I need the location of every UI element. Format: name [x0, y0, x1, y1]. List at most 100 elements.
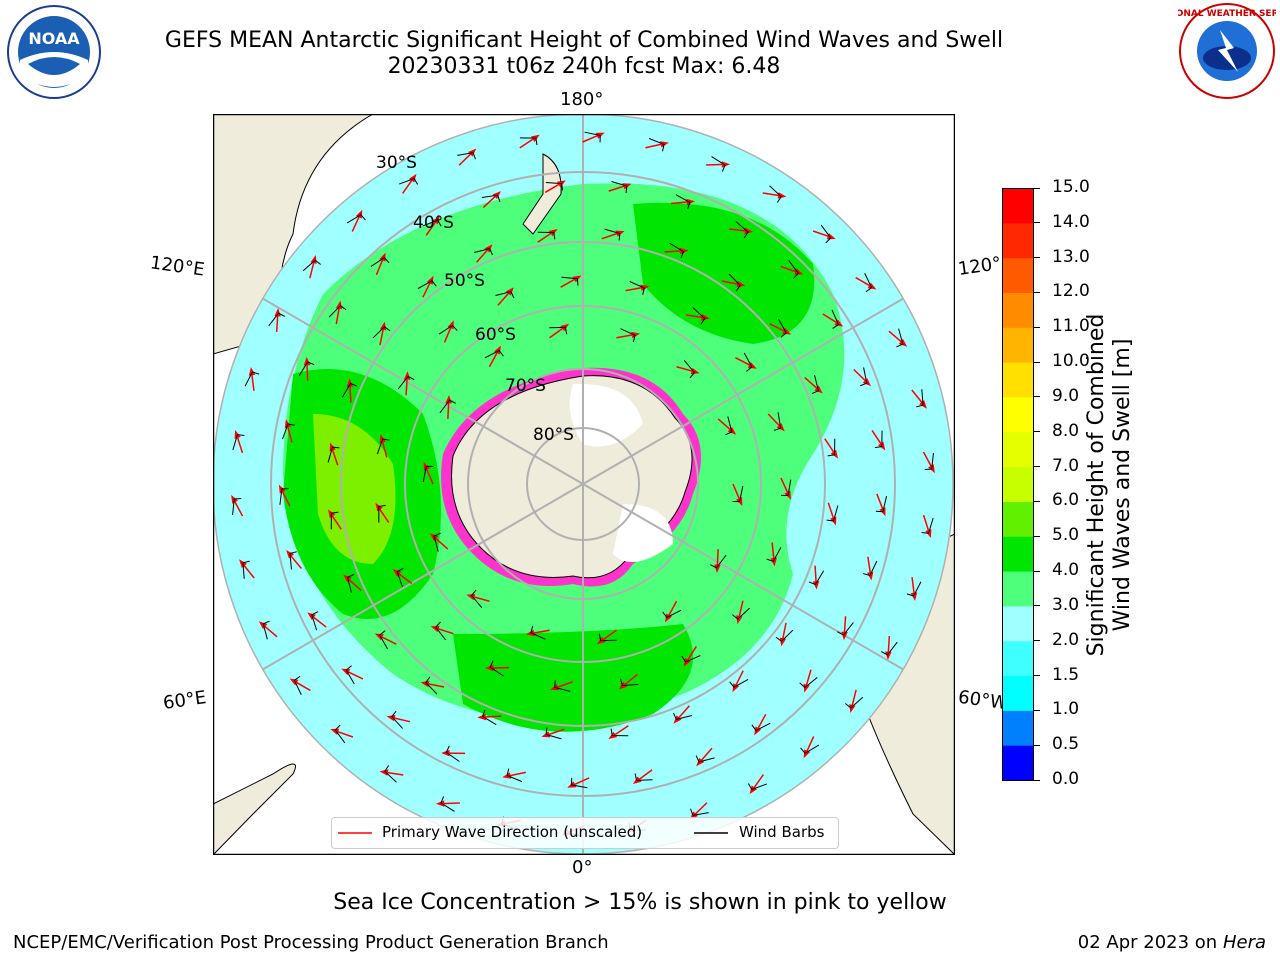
- colorbar-tick-mark: [1034, 675, 1040, 677]
- wind-barb: [710, 554, 727, 569]
- wave-arrow: [262, 624, 278, 638]
- graticule: [213, 114, 953, 854]
- wind-barb: [489, 660, 504, 677]
- wave-arrow-head: [680, 247, 689, 255]
- colorbar-tick-label: 3.0: [1052, 594, 1080, 615]
- wind-barb: [845, 696, 864, 709]
- wave-arrow: [572, 777, 590, 786]
- wind-barb: [773, 412, 782, 431]
- wave-arrow: [667, 600, 678, 618]
- legend-barb-label: Wind Barbs: [739, 823, 825, 841]
- wave-arrow-head: [867, 282, 877, 290]
- wind-barb: [831, 309, 840, 329]
- wave-arrow: [242, 563, 255, 579]
- wind-barb: [732, 485, 744, 503]
- wave-arrow-head: [803, 683, 810, 693]
- wave-arrow: [447, 400, 450, 419]
- wave-arrow: [335, 730, 354, 738]
- wind-barb: [620, 678, 639, 687]
- wave-arrow: [330, 513, 342, 530]
- wave-arrow-head: [409, 173, 417, 183]
- colorbar-tick-mark: [1034, 431, 1040, 433]
- wave-arrow-head: [274, 307, 281, 317]
- wave-arrow: [375, 257, 384, 276]
- wave-arrow: [458, 152, 473, 166]
- wave-arrow: [537, 231, 554, 243]
- colorbar-segment: [1002, 188, 1034, 224]
- wave-arrow: [625, 286, 644, 292]
- wind-barb: [766, 547, 782, 562]
- colorbar-tick-label: 14.0: [1052, 211, 1090, 232]
- wave-height-map: [213, 114, 955, 855]
- wind-barb: [561, 276, 579, 286]
- wind-barb: [860, 367, 868, 387]
- wind-barb: [924, 453, 934, 470]
- colorbar-segment: [1002, 327, 1034, 363]
- wave-arrow-head: [777, 192, 787, 199]
- wave-arrow-head: [403, 371, 411, 380]
- wind-barb: [334, 724, 346, 744]
- footer-date: 02 Apr 2023 on Hera: [1077, 932, 1266, 953]
- wave-arrow-head: [683, 657, 691, 667]
- wave-arrow-head: [885, 651, 892, 661]
- colorbar-segment: [1002, 466, 1034, 502]
- wave-arrow: [331, 447, 339, 466]
- colorbar-tick-label: 0.0: [1052, 769, 1080, 789]
- wind-barb: [725, 416, 733, 436]
- wind-barb: [827, 438, 836, 457]
- wave-arrow: [425, 467, 434, 485]
- wave-arrow: [769, 323, 787, 333]
- wind-barb: [346, 214, 366, 224]
- wave-arrow-head: [346, 378, 354, 387]
- wave-arrow: [280, 489, 291, 507]
- wind-barb: [863, 560, 878, 577]
- wind-barb: [620, 328, 636, 343]
- wind-barb: [634, 773, 653, 781]
- wave-arrow: [612, 725, 629, 737]
- colorbar-segment: [1002, 257, 1034, 293]
- wave-arrow-head: [812, 581, 820, 590]
- wind-barb: [311, 611, 319, 631]
- wave-arrow: [911, 389, 924, 405]
- wave-arrow: [922, 514, 930, 533]
- wave-arrow-head: [910, 592, 918, 602]
- colorbar-tick-label: 12.0: [1052, 281, 1090, 302]
- wave-arrow-head: [826, 233, 836, 240]
- wind-barb: [695, 755, 715, 763]
- wave-arrow: [717, 418, 733, 432]
- wind-barb: [302, 259, 321, 272]
- wave-arrow: [645, 143, 664, 149]
- colorbar-segment: [1002, 431, 1034, 468]
- wave-arrow-head: [435, 800, 445, 807]
- colorbar-tick-label: 1.0: [1052, 699, 1080, 720]
- wave-arrow: [664, 250, 683, 253]
- colorbar-segment: [1002, 640, 1034, 677]
- lon-label-60e: 60°E: [161, 687, 208, 714]
- lon-label-180: 180°: [560, 89, 604, 110]
- wave-arrow: [781, 622, 787, 641]
- wave-arrow: [756, 713, 767, 731]
- wave-arrow: [693, 802, 708, 816]
- colorbar-tick-mark: [1034, 570, 1040, 572]
- wave-arrow: [780, 265, 798, 274]
- colorbar-tick-label: 2.0: [1052, 629, 1080, 650]
- wind-barb: [398, 177, 419, 185]
- wave-arrow: [476, 248, 490, 263]
- wind-barb: [826, 505, 839, 522]
- colorbar-tick-label: 5.0: [1052, 525, 1080, 546]
- wave-arrow: [762, 192, 781, 197]
- wind-barb: [549, 326, 568, 335]
- africa-land: [213, 763, 296, 855]
- wave-arrow: [867, 556, 872, 575]
- wave-arrow-head: [841, 631, 848, 641]
- wave-arrow: [780, 477, 790, 495]
- wave-arrow: [771, 542, 775, 561]
- colorbar: [1002, 188, 1034, 781]
- wave-arrow: [805, 736, 815, 754]
- wave-arrow-head: [866, 571, 874, 581]
- wave-arrow: [519, 137, 536, 149]
- wave-arrow: [686, 645, 697, 662]
- colorbar-tick-label: 15.0: [1052, 177, 1090, 197]
- ocean-high-pacific: [633, 202, 815, 344]
- wave-arrow: [888, 330, 904, 344]
